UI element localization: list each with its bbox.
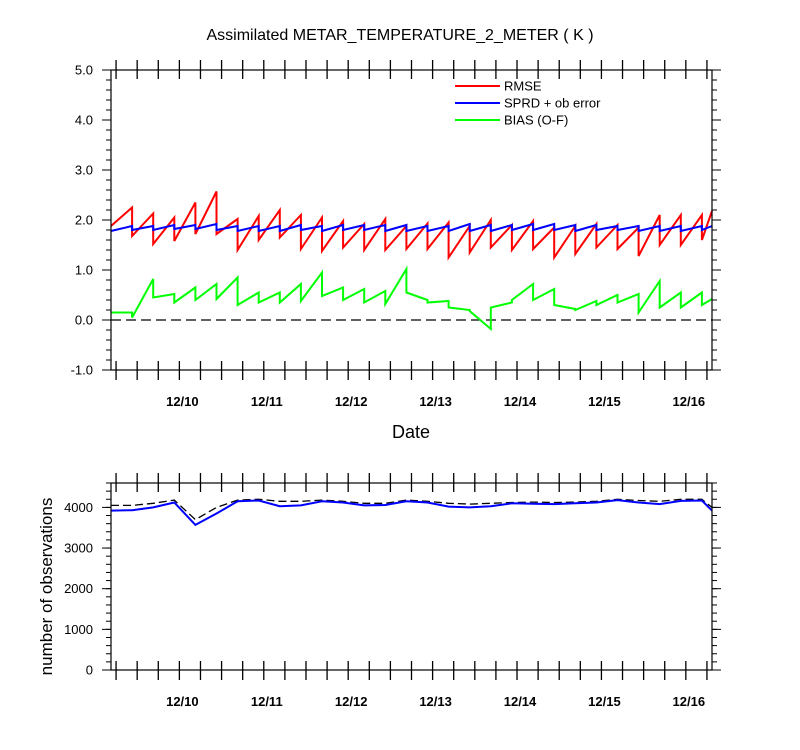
x-date-label: 12/14 xyxy=(504,394,537,409)
y-tick-label: 0 xyxy=(86,663,93,678)
y-tick-label: 5.0 xyxy=(75,63,93,78)
y-tick-label: 3.0 xyxy=(75,163,93,178)
series-line-assimilated-observations xyxy=(110,499,713,527)
y-tick-label: 0.0 xyxy=(75,313,93,328)
y-axis-label: number of observations xyxy=(37,498,56,676)
x-date-label: 12/10 xyxy=(166,394,199,409)
top-panel: Assimilated METAR_TEMPERATURE_2_METER ( … xyxy=(71,27,721,442)
y-tick-label: 1000 xyxy=(64,622,93,637)
x-date-label: 12/15 xyxy=(588,394,621,409)
x-date-label: 12/10 xyxy=(166,694,199,709)
x-date-label: 12/14 xyxy=(504,694,537,709)
y-tick-label: 2.0 xyxy=(75,213,93,228)
x-date-label: 12/16 xyxy=(673,394,706,409)
x-date-label: 12/13 xyxy=(419,694,452,709)
y-tick-label: 2000 xyxy=(64,581,93,596)
x-date-label: 12/12 xyxy=(335,394,368,409)
x-date-label: 12/11 xyxy=(251,694,283,709)
chart-title: Assimilated METAR_TEMPERATURE_2_METER ( … xyxy=(206,27,593,44)
series-line-rmse xyxy=(110,191,713,261)
y-tick-label: 4000 xyxy=(64,500,93,515)
x-date-label: 12/11 xyxy=(251,394,283,409)
x-axis-label: Date xyxy=(392,422,430,442)
plot-frame xyxy=(110,482,713,671)
x-date-label: 12/13 xyxy=(419,394,452,409)
y-tick-label: 1.0 xyxy=(75,263,93,278)
x-date-label: 12/15 xyxy=(588,694,621,709)
legend-label-rmse: RMSE xyxy=(504,79,542,94)
x-date-label: 12/12 xyxy=(335,694,368,709)
legend-label-sprd-ob-error: SPRD + ob error xyxy=(504,96,601,111)
plot-frame xyxy=(110,69,713,371)
y-tick-label: -1.0 xyxy=(71,363,93,378)
legend-label-bias-o-f: BIAS (O-F) xyxy=(504,113,568,128)
y-tick-label: 3000 xyxy=(64,541,93,556)
series-line-sprd-ob-error xyxy=(110,222,713,233)
bottom-panel: 0 1000 2000 3000 4000 12/10 12/11 12/12 12/13 12/… xyxy=(37,473,721,709)
x-date-label: 12/16 xyxy=(673,694,706,709)
y-tick-label: 4.0 xyxy=(75,113,93,128)
series-line-bias-o-f xyxy=(111,265,713,332)
